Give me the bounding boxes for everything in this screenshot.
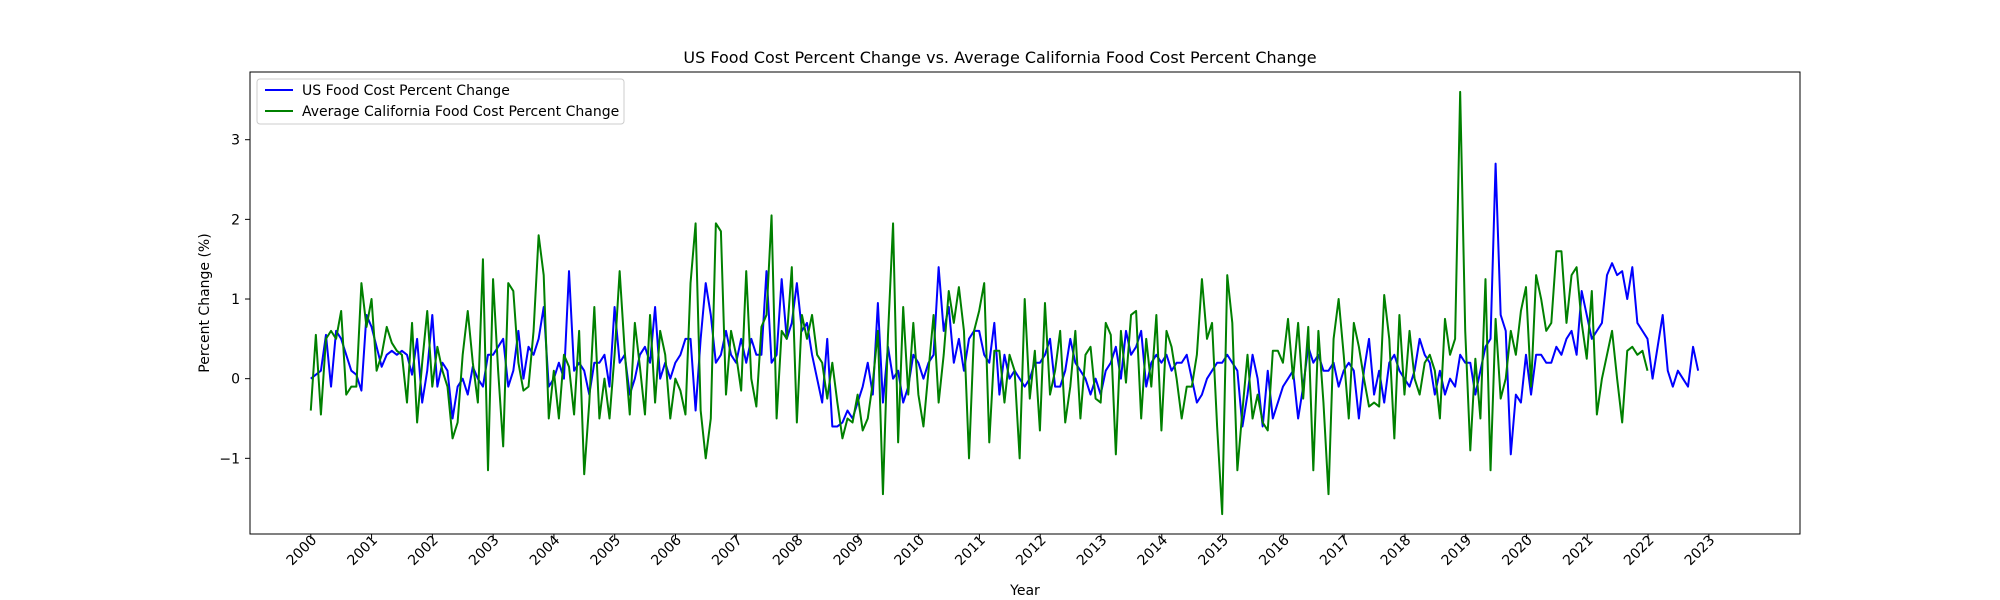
x-tick-label-2016: 2016 xyxy=(1256,532,1293,569)
x-tick-label-2008: 2008 xyxy=(770,532,807,569)
y-tick-label-3: 3 xyxy=(231,133,240,149)
x-tick-label-2015: 2015 xyxy=(1195,532,1232,569)
y-axis: −1 0 1 2 3 xyxy=(219,133,250,467)
x-tick-label-2004: 2004 xyxy=(527,532,564,569)
legend: US Food Cost Percent Change Average Cali… xyxy=(256,78,625,125)
series-layer xyxy=(309,90,1700,516)
y-axis-label: Percent Change (%) xyxy=(197,233,213,372)
x-tick-label-2001: 2001 xyxy=(344,532,381,569)
legend-label-us: US Food Cost Percent Change xyxy=(302,83,510,99)
x-tick-label-2023: 2023 xyxy=(1682,532,1719,569)
legend-label-california: Average California Food Cost Percent Cha… xyxy=(302,104,619,120)
x-axis: 2000 2001 2002 2003 2004 2005 2006 2007 2008 2009… xyxy=(284,532,1719,569)
x-tick-label-2010: 2010 xyxy=(892,532,929,569)
legend-box xyxy=(256,78,625,125)
x-tick-label-2018: 2018 xyxy=(1378,532,1415,569)
y-tick-label-2: 2 xyxy=(231,212,240,228)
x-tick-label-2012: 2012 xyxy=(1013,532,1050,569)
x-tick-label-2021: 2021 xyxy=(1560,532,1597,569)
x-tick-label-2022: 2022 xyxy=(1621,532,1658,569)
chart-title: US Food Cost Percent Change vs. Average … xyxy=(683,48,1316,67)
x-tick-label-2017: 2017 xyxy=(1317,532,1354,569)
series-line-1 xyxy=(309,90,1649,516)
x-axis-label: Year xyxy=(1009,583,1040,599)
x-tick-label-2011: 2011 xyxy=(952,532,989,569)
y-tick-label-0: 0 xyxy=(231,372,240,388)
x-tick-label-2019: 2019 xyxy=(1439,532,1476,569)
y-tick-label-1: 1 xyxy=(231,292,240,308)
x-tick-label-2013: 2013 xyxy=(1074,532,1111,569)
x-tick-label-2007: 2007 xyxy=(709,532,746,569)
x-tick-label-2003: 2003 xyxy=(466,532,503,569)
x-tick-label-2000: 2000 xyxy=(284,532,321,569)
plot-frame xyxy=(249,71,1801,535)
x-tick-label-2009: 2009 xyxy=(831,532,868,569)
x-tick-label-2005: 2005 xyxy=(588,532,625,569)
x-tick-label-2002: 2002 xyxy=(405,532,442,569)
x-tick-label-2014: 2014 xyxy=(1135,532,1172,569)
y-tick-label--1: −1 xyxy=(219,451,240,467)
x-tick-label-2020: 2020 xyxy=(1499,532,1536,569)
x-tick-label-2006: 2006 xyxy=(648,532,685,569)
